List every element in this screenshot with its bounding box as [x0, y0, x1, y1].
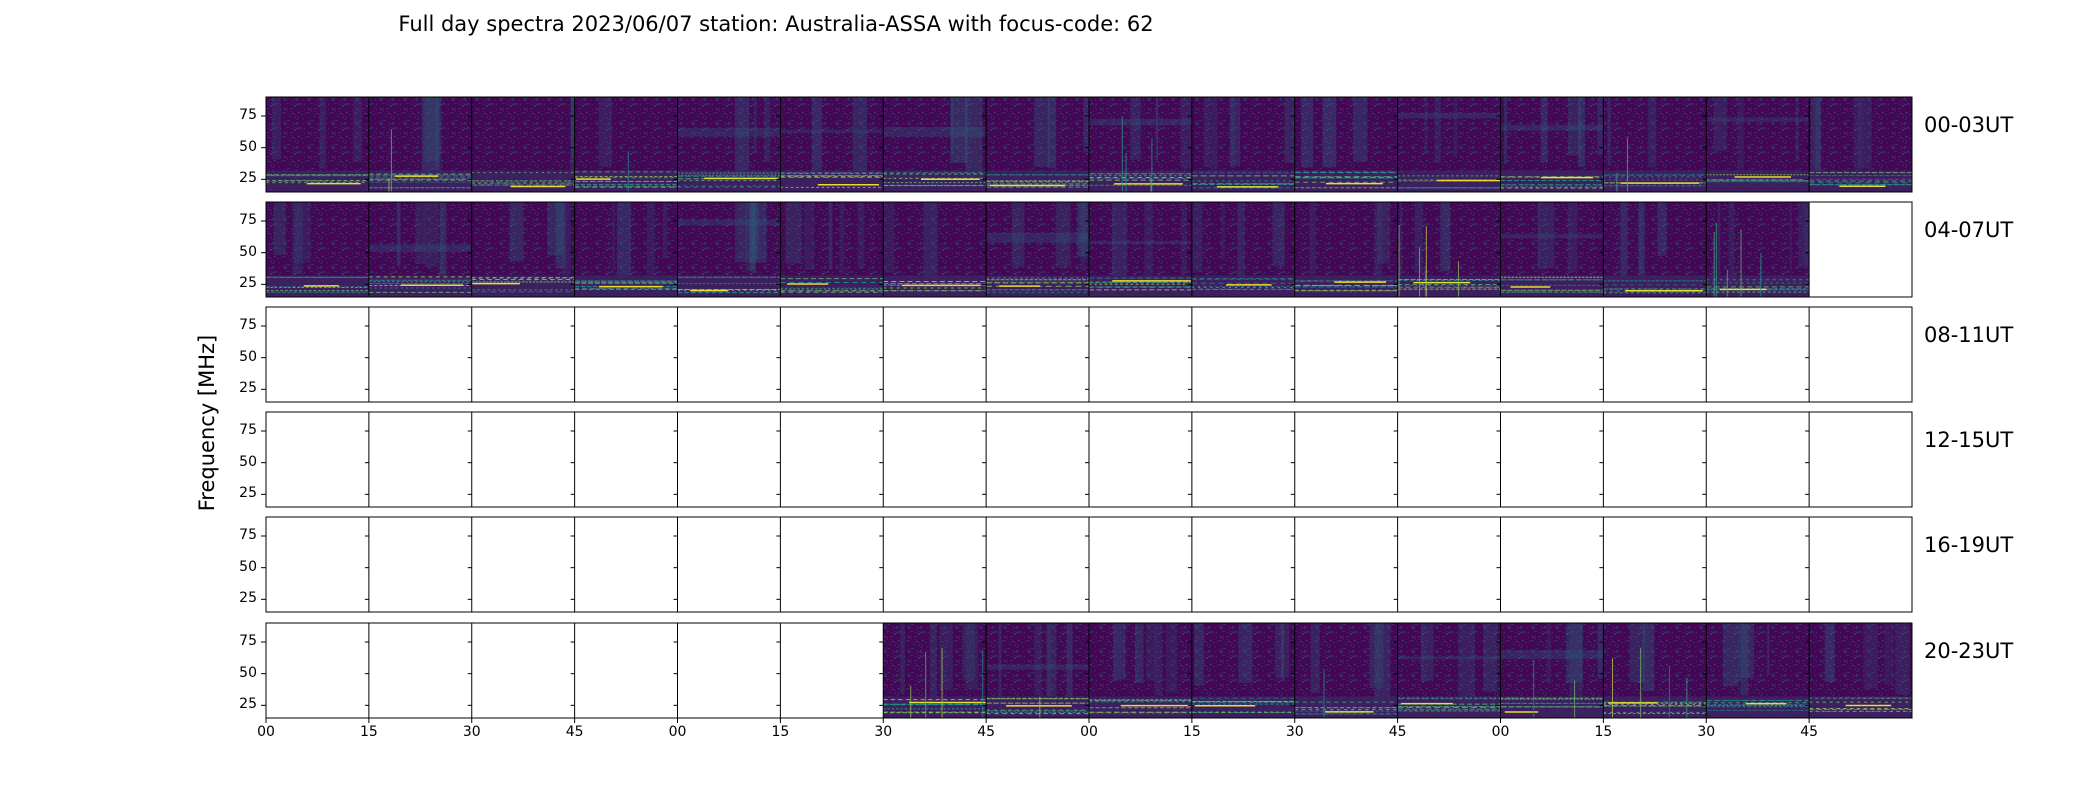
spectrogram-panel	[1500, 623, 1604, 718]
y-tick-label: 75	[239, 633, 257, 649]
chart-title: Full day spectra 2023/06/07 station: Aus…	[398, 12, 1154, 36]
spectrogram-panel	[1294, 202, 1398, 297]
row-label: 08-11UT	[1924, 323, 2014, 347]
spectrogram-panel	[1294, 623, 1398, 718]
x-tick-label: 15	[1182, 724, 1201, 740]
row-label: 00-03UT	[1924, 113, 2014, 137]
y-tick-label: 75	[239, 317, 257, 333]
y-tick-label: 75	[239, 107, 257, 123]
x-tick-label: 45	[1388, 724, 1407, 740]
spectrogram-panel	[1500, 202, 1604, 297]
y-tick-label: 25	[239, 485, 257, 502]
row-label: 20-23UT	[1924, 639, 2014, 663]
x-tick-label: 00	[1491, 724, 1510, 740]
y-tick-label: 50	[239, 243, 257, 260]
x-tick-label: 30	[1285, 724, 1304, 740]
spectrogram-panel	[1089, 623, 1192, 718]
spectrogram-panel	[677, 97, 781, 192]
spectrogram-panel	[1706, 97, 1810, 192]
y-tick-label: 25	[239, 380, 257, 397]
spectrogram-panel	[1706, 623, 1810, 718]
spectrogram-panel	[1294, 97, 1398, 192]
spectrogram-panel	[1191, 202, 1295, 297]
x-tick-label: 30	[874, 724, 893, 740]
spectrogram-panel	[677, 202, 781, 297]
y-tick-label: 75	[239, 212, 257, 228]
y-tick-label: 50	[239, 138, 257, 155]
spectra-row	[261, 516, 1913, 613]
spectrogram-panel	[1089, 202, 1192, 297]
y-tick-label: 25	[239, 590, 257, 607]
y-tick-label: 25	[239, 275, 257, 292]
spectrogram-panel	[986, 97, 1089, 192]
row-label: 04-07UT	[1924, 218, 2014, 242]
spectrogram-panel	[1603, 97, 1707, 192]
spectrogram-panel	[1397, 623, 1501, 718]
row-label: 16-19UT	[1924, 533, 2014, 557]
x-tick-label: 45	[1800, 724, 1819, 740]
spectrogram-panel	[1397, 202, 1501, 297]
spectrogram-panel	[1191, 97, 1295, 192]
y-tick-label: 25	[239, 170, 257, 187]
spectrogram-panel	[574, 202, 678, 297]
y-axis-label: Frequency [MHz]	[195, 334, 219, 512]
spectra-row	[261, 306, 1913, 403]
spectrogram-panel	[471, 202, 575, 297]
y-tick-label: 50	[239, 348, 257, 365]
spectrogram-panel	[471, 97, 575, 192]
y-tick-label: 50	[239, 558, 257, 575]
x-tick-label: 15	[359, 724, 378, 740]
spectrogram-panel	[574, 97, 678, 192]
x-tick-label: 30	[1697, 724, 1716, 740]
spectrogram-panel	[368, 97, 472, 192]
spectrogram-panel	[266, 97, 369, 192]
spectrogram-panel	[266, 202, 369, 297]
spectrogram-panel	[1603, 202, 1707, 297]
spectra-row	[261, 201, 1913, 298]
spectrogram-panel	[986, 623, 1089, 718]
spectra-row	[261, 96, 1913, 193]
spectrogram-panel	[1809, 97, 1912, 192]
x-tick-label: 45	[565, 724, 584, 740]
x-tick-label: 15	[1594, 724, 1613, 740]
y-tick-label: 50	[239, 453, 257, 470]
spectrogram-panel	[780, 202, 884, 297]
x-tick-label: 30	[462, 724, 481, 740]
spectrogram-panel	[883, 623, 987, 718]
spectrogram-panel	[1397, 97, 1501, 192]
spectrogram-panel	[1809, 623, 1912, 718]
spectra-row	[261, 622, 1913, 719]
spectrogram-panel	[1191, 623, 1295, 718]
y-tick-label: 75	[239, 527, 257, 543]
spectrogram-panel	[1088, 97, 1192, 192]
spectrogram-panel	[883, 202, 987, 297]
spectrogram-panel	[368, 202, 472, 297]
row-label: 12-15UT	[1924, 428, 2014, 452]
spectrogram-panel	[1706, 202, 1810, 297]
spectra-row	[261, 411, 1913, 508]
spectrogram-panel	[1500, 97, 1604, 192]
x-tick-label: 00	[668, 724, 687, 740]
y-tick-label: 75	[239, 422, 257, 438]
y-tick-label: 25	[239, 696, 257, 713]
spectrogram-panel	[1603, 623, 1707, 718]
spectrogram-panel	[780, 97, 884, 192]
x-tick-label: 45	[977, 724, 996, 740]
y-tick-label: 50	[239, 664, 257, 681]
x-tick-label: 15	[771, 724, 790, 740]
spectrogram-panel	[986, 202, 1089, 297]
spectrogram-panel	[883, 97, 987, 192]
x-tick-label: 00	[257, 724, 275, 740]
x-tick-label: 00	[1080, 724, 1098, 740]
